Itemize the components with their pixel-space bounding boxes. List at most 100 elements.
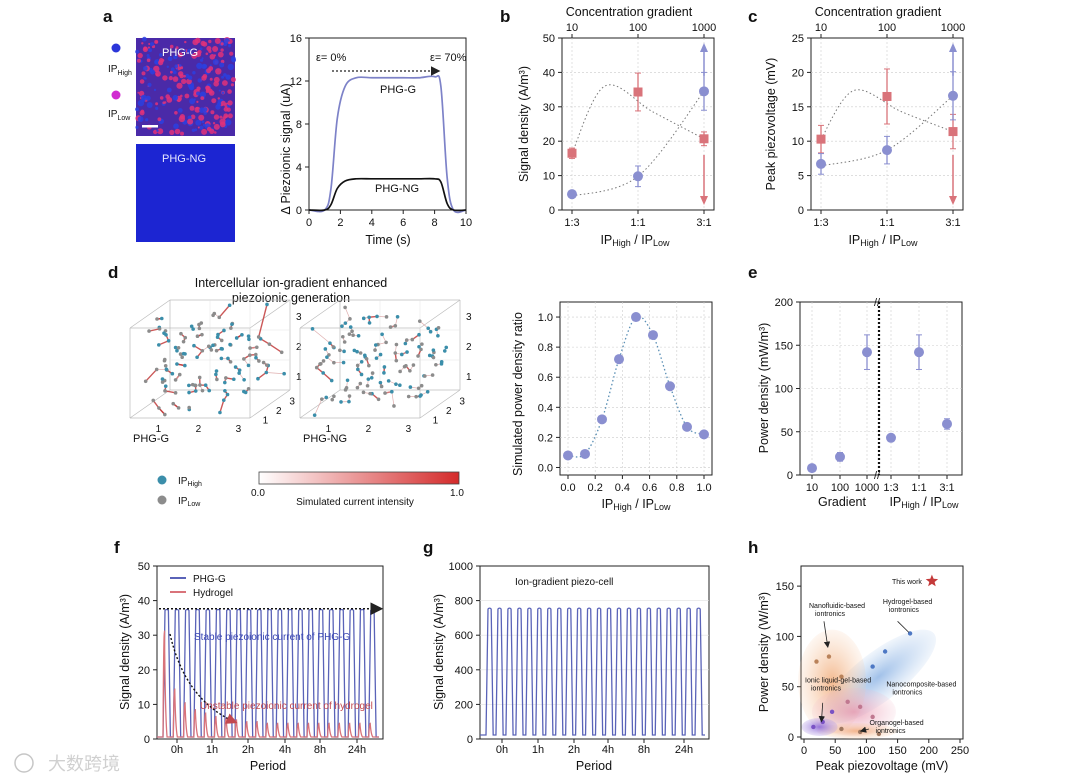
chart-c-xtick-2: 3:1 [945,217,960,229]
speckle-dot [201,57,204,60]
panel-d-title-line2: piezoionic generation [232,291,350,305]
cube2-node [323,347,328,351]
chart-h-ytick-2: 100 [776,631,794,643]
cube1-node [154,367,159,372]
speckle-dot [146,102,153,108]
chart-b-xtick-1: 1:1 [630,217,645,229]
ip-high-node-icon [157,475,167,485]
speckle-dot [200,58,204,62]
chart-d2-xlabel: IPHigh / IPLow [601,497,671,512]
chart-g-ytick-1: 200 [455,699,473,711]
chart-h-group-label-2-l2: iontronics [811,686,841,693]
speckle-dot [222,116,226,120]
cube2-node [352,348,357,353]
cube2-ztick-1: 2 [466,342,472,353]
speckle-dot [156,129,159,132]
cube1-node [163,412,167,417]
chart-e-xtick-right-2: 3:1 [939,482,954,494]
speckle-dot [203,111,207,115]
speckle-dot [217,97,220,100]
chart-a-series-label-phg-ng: PHG-NG [375,183,419,195]
speckle-dot [189,98,196,105]
speckle-dot [140,109,145,114]
speckle-dot [164,101,167,104]
chart-g-xtick-1: 1h [532,744,544,756]
cube1-node [218,410,222,415]
cube1-node [243,390,248,395]
cube2-edge-10 [299,299,341,329]
chart-c-top-tick-1: 100 [878,22,896,34]
cube1-node [162,357,167,362]
cube1-node [242,377,246,382]
chart-d2-ytick-2: 0.4 [538,402,553,414]
chart-h-xtick-0: 0 [801,745,807,757]
chart-d2-point-0 [563,450,573,461]
chart-h-ytick-3: 150 [776,581,794,593]
cube1-node [199,321,204,325]
chart-c-top-tick-2: 1000 [941,22,965,34]
cube1-node [163,363,168,368]
cube2-node [347,394,352,398]
cube2-node [342,349,346,354]
speckle-dot [201,120,205,124]
chart-d2-xtick-1: 0.2 [588,482,603,494]
speckle-dot [158,53,163,57]
chart-e-ytick-4: 200 [775,297,793,309]
chart-h-group-label-4-l1: Organogel-based [870,720,924,727]
cube2-node [383,391,387,395]
chart-h-point-3-1 [857,704,863,710]
chart-h-group-label-2-l1: Ionic liquid-gel-based [805,678,871,685]
cube2-node [356,333,361,338]
chart-b-point-1-1 [633,171,643,182]
chart-h-group-label-4-l2: iontronics [876,728,906,735]
cube1-node [256,376,260,381]
cube1-node [233,365,238,369]
speckle-dot [229,51,234,56]
speckle-dot [150,42,154,47]
cube2-node [408,385,413,389]
colorbar-max: 1.0 [450,488,464,499]
legend-hydrogel: Hydrogel [193,588,233,599]
d-legend-ip-high: IPHigh [178,476,202,488]
cube1-node [193,389,198,393]
cube1-link [269,343,283,353]
cube2-node [374,356,379,360]
speckle-dot [159,96,164,100]
chart-e-point-right-0 [886,432,896,443]
cube1-node [215,377,219,382]
speckle-dot [215,68,222,75]
cube2-node [358,351,363,355]
chart-d2-point-8 [699,429,709,440]
chart-b-top-axis-title: Concentration gradient [566,5,693,19]
chart-c-point-0-2 [948,127,958,137]
speckle-dot [155,106,159,110]
cube2-node [434,362,438,367]
speckle-dot [225,119,232,126]
chart-e-xtick-right-0: 1:3 [883,482,898,494]
chart-h-point-4-2 [876,731,882,737]
speckle-dot [153,129,158,135]
cube1-node [191,327,195,331]
cube1-node [207,388,212,393]
cube1-node [200,348,205,353]
speckle-dot [219,115,223,119]
panel-e-label: e [748,263,757,282]
panel-d-label: d [108,263,118,282]
chart-d2-point-5 [648,330,658,341]
cube2-node [431,355,436,360]
speckle-dot [228,41,231,44]
cube1-node [242,357,246,361]
chart-a-annot-left: ε= 0% [316,52,347,64]
chart-c-xtick-0: 1:3 [813,217,828,229]
chart-b-xtick-2: 3:1 [696,217,711,229]
cube1-node [175,362,179,366]
speckle-dot [187,115,192,120]
cube2-node [321,371,325,375]
cube1-node [176,406,181,410]
chart-h-point-3-2 [870,714,875,720]
speckle-dot [176,82,183,89]
speckle-dot [223,73,227,77]
cube1-node [237,371,241,375]
chart-e-xtick-left-0: 10 [806,482,818,494]
cube2-node [395,314,400,319]
